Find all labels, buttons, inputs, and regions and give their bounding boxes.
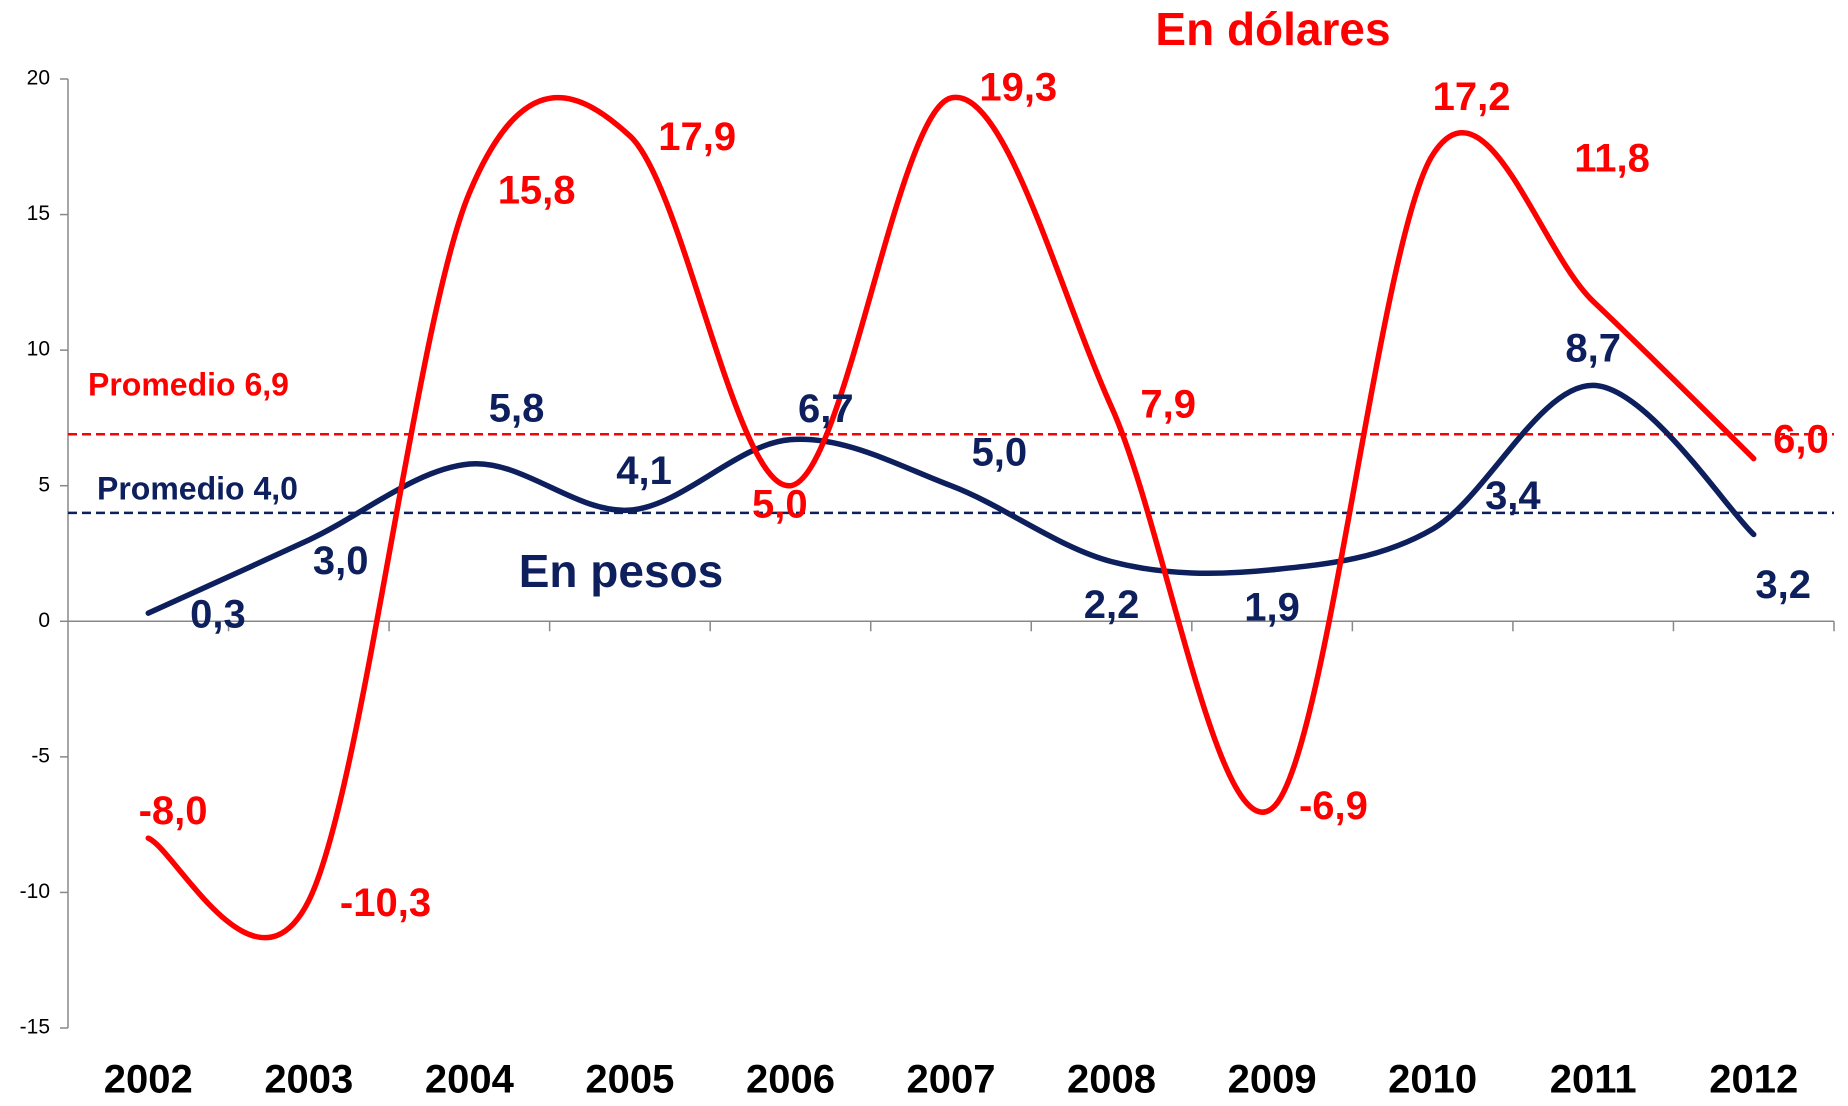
data-label: 4,1 [616, 449, 672, 493]
reference-label: Promedio 4,0 [97, 470, 298, 506]
y-tick-label: 15 [27, 202, 50, 225]
data-label: 5,0 [972, 431, 1028, 475]
x-tick-label: 2012 [1709, 1058, 1798, 1102]
data-label: 5,8 [489, 386, 545, 430]
data-label: 11,8 [1574, 136, 1650, 180]
data-label: 17,2 [1433, 75, 1511, 119]
x-tick-label: 2006 [746, 1058, 835, 1102]
reference-label: Promedio 6,9 [88, 366, 289, 402]
x-tick-label: 2011 [1550, 1058, 1637, 1102]
y-tick-label: 0 [38, 609, 50, 632]
data-label: 5,0 [752, 483, 808, 527]
x-tick-label: 2003 [264, 1058, 353, 1102]
data-label: 17,9 [658, 115, 736, 159]
data-label: 8,7 [1565, 327, 1621, 371]
series-title: En pesos [519, 545, 724, 597]
data-label: 3,0 [313, 539, 369, 583]
data-label: 15,8 [498, 168, 576, 212]
y-tick-label: -15 [20, 1016, 50, 1039]
x-tick-label: 2009 [1228, 1058, 1317, 1102]
x-tick-label: 2008 [1067, 1058, 1156, 1102]
x-tick-label: 2004 [425, 1058, 515, 1102]
y-tick-label: 20 [27, 67, 50, 90]
line [145, 94, 1757, 941]
line [145, 382, 1757, 616]
data-label: 6,0 [1773, 418, 1829, 462]
data-label: 3,4 [1485, 474, 1541, 518]
data-label: 3,2 [1755, 563, 1811, 607]
data-label: -10,3 [340, 881, 431, 925]
data-label: 1,9 [1244, 585, 1300, 629]
x-tick-label: 2002 [104, 1058, 193, 1102]
data-label: 0,3 [190, 592, 246, 636]
y-tick-label: 5 [38, 473, 50, 496]
data-label: 19,3 [979, 65, 1057, 109]
data-label: 2,2 [1084, 583, 1140, 627]
data-label: -6,9 [1299, 784, 1368, 828]
x-tick-label: 2010 [1388, 1058, 1477, 1102]
y-tick-label: -5 [31, 744, 50, 767]
y-tick-label: -10 [20, 880, 50, 903]
x-tick-label: 2005 [585, 1058, 674, 1102]
data-label: -8,0 [139, 789, 208, 833]
x-tick-label: 2007 [907, 1058, 996, 1102]
data-label: 7,9 [1140, 383, 1196, 427]
data-label: 6,7 [798, 387, 854, 431]
y-tick-label: 10 [27, 338, 50, 361]
series-title: En dólares [1155, 3, 1390, 55]
